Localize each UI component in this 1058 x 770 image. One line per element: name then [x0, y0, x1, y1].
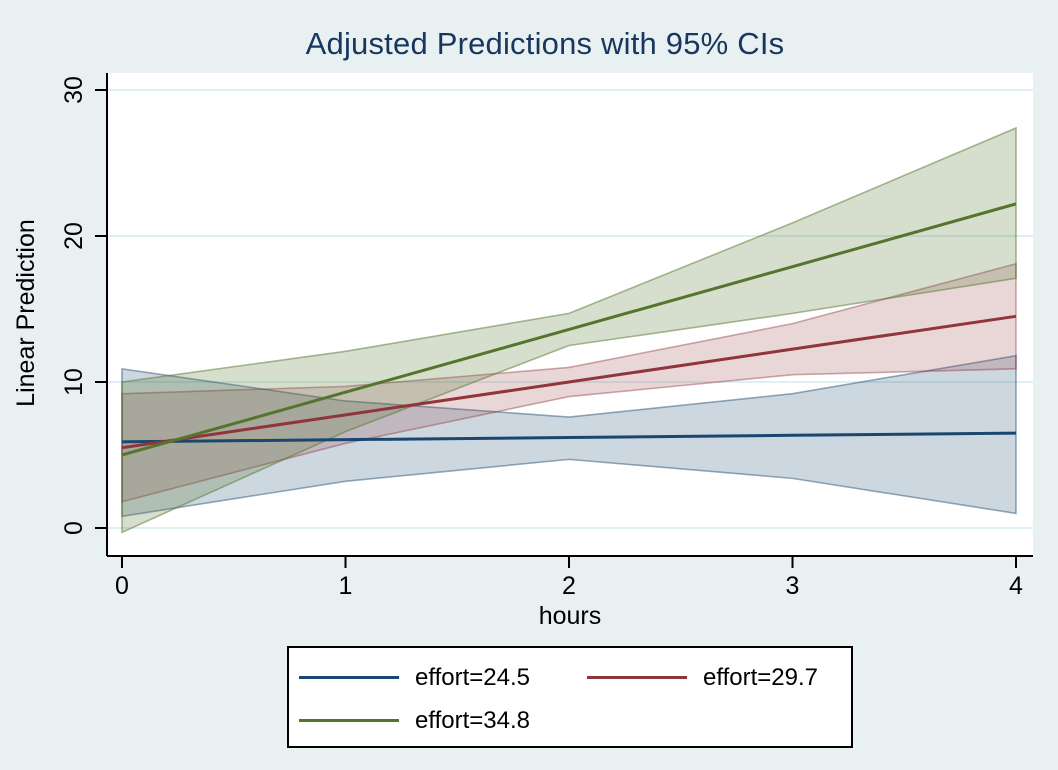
x-tick-label-2: 2 [562, 572, 576, 600]
legend-label-effort-34-8: effort=34.8 [415, 706, 530, 734]
fit-line-effort-29-7 [121, 314, 1017, 450]
legend-item-effort-34-8: effort=34.8 [299, 699, 587, 742]
legend-label-effort-29-7: effort=29.7 [703, 663, 818, 691]
x-tick-label-3: 3 [785, 572, 800, 600]
legend-swatch-effort-34-8 [299, 719, 399, 722]
legend-label-effort-24-5: effort=24.5 [415, 663, 530, 691]
legend: effort=24.5 effort=29.7 effort=34.8 [287, 646, 853, 748]
legend-item-effort-24-5: effort=24.5 [299, 656, 587, 699]
fit-line-effort-34-8 [121, 202, 1017, 457]
x-axis-title: hours [538, 602, 602, 630]
y-tick-label-30: 30 [60, 76, 88, 104]
chart-title: Adjusted Predictions with 95% CIs [305, 26, 785, 61]
plot-background [107, 73, 1033, 556]
legend-grid: effort=24.5 effort=29.7 effort=34.8 [289, 648, 851, 742]
fit-line-effort-24-5 [121, 431, 1017, 444]
y-tick-label-20: 20 [60, 222, 88, 250]
legend-swatch-effort-24-5 [299, 676, 399, 679]
legend-swatch-effort-29-7 [587, 676, 687, 679]
y-tick-label-10: 10 [60, 368, 88, 396]
y-axis-title: Linear Prediction [12, 219, 40, 407]
legend-item-effort-29-7: effort=29.7 [587, 656, 851, 699]
x-tick-label-0: 0 [115, 572, 129, 600]
y-tick-label-0: 0 [60, 521, 88, 535]
x-tick-label-4: 4 [1009, 572, 1023, 600]
x-tick-label-1: 1 [338, 572, 353, 600]
